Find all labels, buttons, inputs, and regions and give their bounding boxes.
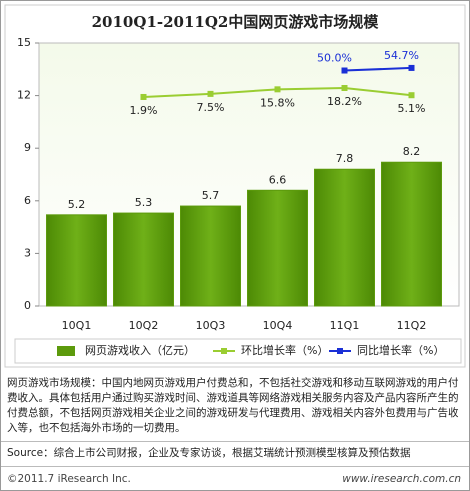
chart-title: 2010Q1-2011Q2中国网页游戏市场规模	[92, 13, 380, 31]
data-label: 5.3	[135, 196, 153, 209]
bar	[180, 205, 241, 307]
marker	[341, 67, 348, 74]
y-tick-label: 0	[24, 299, 31, 312]
data-label: 18.2%	[327, 95, 362, 108]
separator	[1, 441, 469, 442]
bar	[381, 161, 442, 307]
y-tick-label: 12	[17, 89, 31, 102]
marker	[207, 90, 214, 97]
bar	[113, 212, 174, 307]
legend-swatch	[57, 346, 75, 356]
data-label: 54.7%	[384, 49, 419, 62]
line	[344, 66, 412, 72]
source: Source：综合上市公司财报，企业及专家访谈，根据艾瑞统计预测模型核算及预估数…	[7, 447, 411, 459]
x-tick-label: 10Q2	[129, 319, 159, 332]
data-label: 6.6	[269, 173, 287, 186]
marker	[341, 85, 348, 92]
x-tick-label: 11Q2	[397, 319, 427, 332]
data-label: 5.2	[68, 198, 86, 211]
legend-label: 环比增长率（%）	[241, 343, 328, 357]
marker	[274, 86, 281, 93]
data-label: 50.0%	[317, 52, 352, 65]
website: www.iresearch.com.cn	[342, 473, 461, 485]
legend-swatch	[337, 348, 343, 354]
y-tick-label: 15	[17, 36, 31, 49]
note: 网页游戏市场规模：中国内地网页游戏用户付费总和，不包括社交游戏和移动互联网游戏的…	[7, 377, 459, 434]
bar	[314, 168, 375, 307]
chart-frame	[4, 4, 466, 368]
data-label: 15.8%	[260, 96, 295, 109]
data-label: 8.2	[403, 145, 421, 158]
bar	[247, 189, 308, 307]
marker	[408, 64, 415, 71]
x-tick-label: 10Q1	[62, 319, 92, 332]
legend-label: 同比增长率（%）	[357, 343, 444, 357]
y-tick-label: 6	[24, 194, 31, 207]
legend-label: 网页游戏收入（亿元）	[85, 343, 195, 357]
data-label: 5.7	[202, 189, 220, 202]
x-tick-label: 11Q1	[330, 319, 360, 332]
legend-swatch	[221, 348, 227, 354]
data-label: 5.1%	[398, 102, 426, 115]
data-label: 1.9%	[130, 104, 158, 117]
separator	[1, 466, 469, 467]
x-tick-label: 10Q3	[196, 319, 226, 332]
y-tick-label: 3	[24, 246, 31, 259]
y-tick-label: 9	[24, 141, 31, 154]
chart: 2010Q1-2011Q2中国网页游戏市场规模 0 3 6 9 12 15 10Q1 10Q2…	[4, 4, 466, 368]
data-label: 7.5%	[197, 101, 225, 114]
data-label: 7.8	[336, 152, 354, 165]
bar	[46, 214, 107, 307]
marker	[140, 93, 147, 100]
marker	[408, 92, 415, 99]
legend-box	[14, 338, 462, 364]
copyright: ©2011.7 iResearch Inc.	[7, 473, 131, 485]
x-tick-label: 10Q4	[263, 319, 293, 332]
